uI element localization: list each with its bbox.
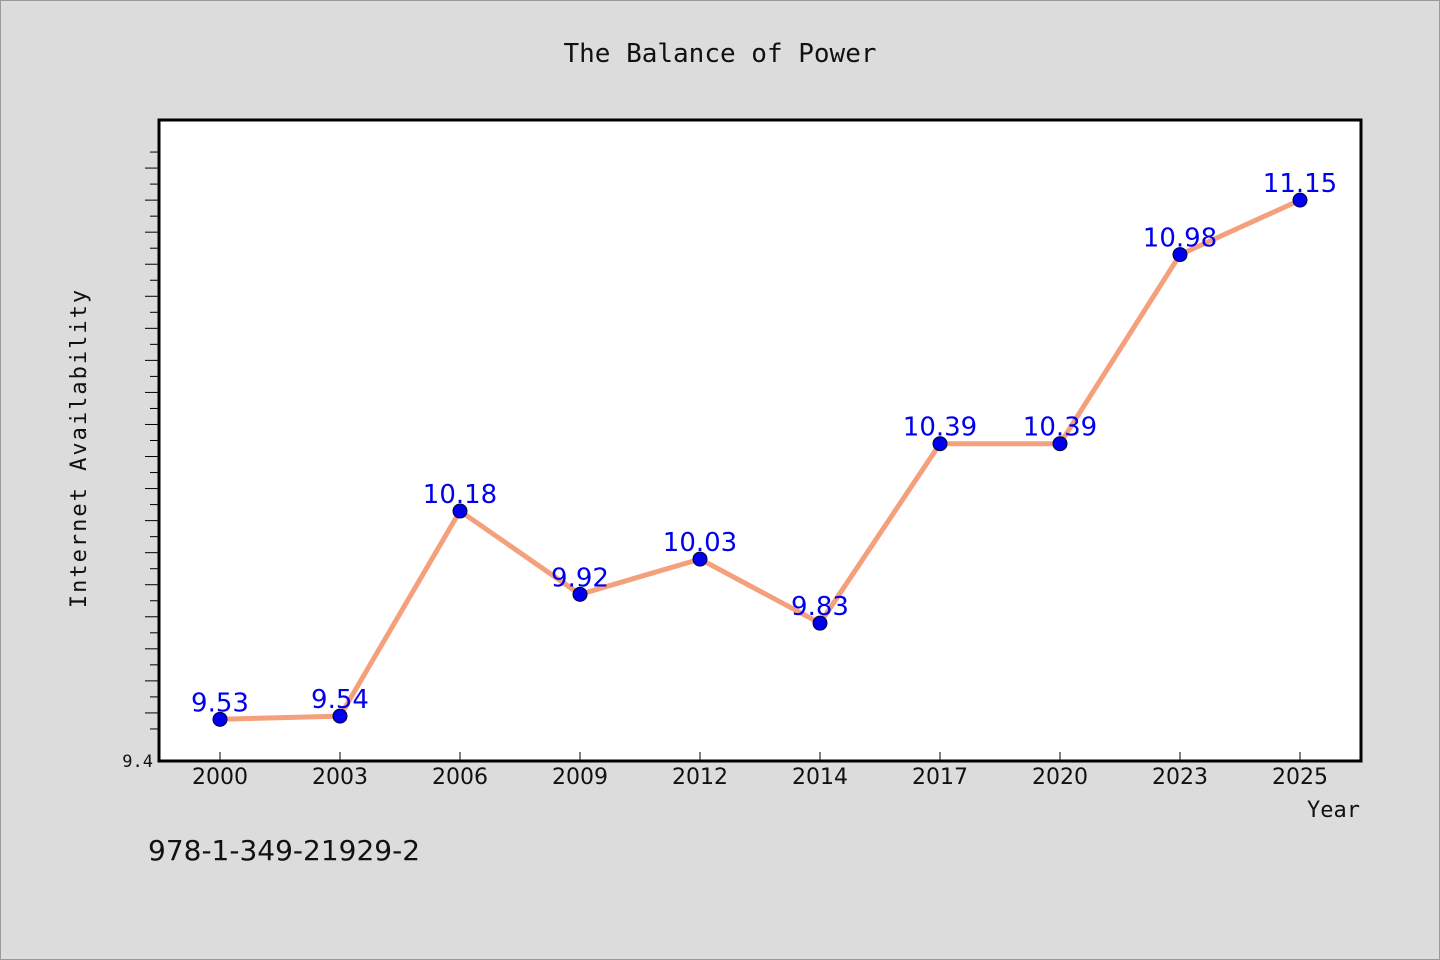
data-label: 10.18 [423, 480, 497, 510]
x-tick-label: 2009 [552, 765, 608, 790]
plot-area [157, 118, 1363, 763]
x-axis-ticks: 2000 2003 2006 2009 2012 2014 2017 2020 2023 2025 [192, 752, 1328, 790]
x-tick-label: 2000 [192, 765, 248, 790]
x-tick-label: 2014 [792, 765, 848, 790]
x-tick-label: 2020 [1032, 765, 1088, 790]
data-point [932, 436, 948, 452]
data-label: 11.15 [1263, 169, 1337, 199]
data-point [812, 615, 828, 631]
data-point [692, 551, 708, 567]
data-label: 10.98 [1143, 224, 1217, 254]
data-label: 10.39 [903, 413, 977, 443]
x-tick-label: 2023 [1152, 765, 1208, 790]
x-tick-label: 2025 [1272, 765, 1328, 790]
x-axis-label: Year [1307, 798, 1360, 823]
x-tick-label: 2003 [312, 765, 368, 790]
data-point [1172, 247, 1188, 263]
data-label: 9.54 [311, 685, 369, 715]
data-labels: 9.53 9.54 10.18 9.92 10.03 9.83 10.39 10.39 10.9… [191, 169, 1337, 718]
isbn-text: 978-1-349-21929-2 [148, 834, 421, 867]
data-point [452, 503, 468, 519]
y-axis-ticks: 9.4 [122, 151, 159, 772]
data-label: 9.92 [551, 563, 609, 593]
data-label: 9.83 [791, 592, 849, 622]
data-markers [212, 192, 1308, 727]
x-tick-label: 2017 [912, 765, 968, 790]
y-tick-label: 9.4 [122, 752, 153, 772]
data-point [1052, 436, 1068, 452]
data-point [332, 708, 348, 724]
x-tick-label: 2012 [672, 765, 728, 790]
x-tick-label: 2006 [432, 765, 488, 790]
y-axis-label: Internet Availability [67, 288, 92, 608]
data-point [1292, 192, 1308, 208]
chart-title: The Balance of Power [563, 39, 876, 69]
data-point [572, 586, 588, 602]
data-label: 10.39 [1023, 413, 1097, 443]
series-line [217, 197, 1303, 722]
data-point [212, 711, 228, 727]
data-label: 9.53 [191, 688, 249, 718]
data-label: 10.03 [663, 528, 737, 558]
